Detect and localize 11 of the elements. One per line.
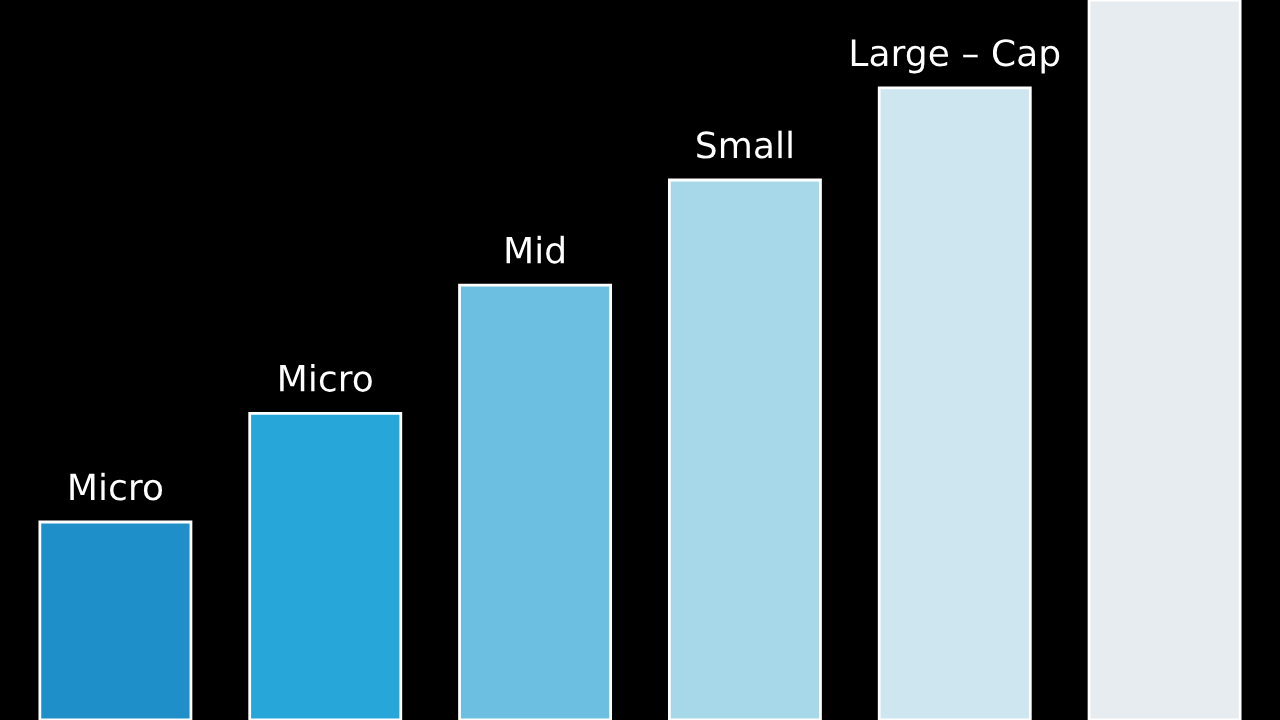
bar	[1087, 0, 1242, 720]
bar	[38, 520, 193, 720]
bar	[877, 86, 1032, 720]
x-tick-label: Mid	[506, 235, 564, 264]
bar	[667, 178, 822, 720]
bar	[458, 283, 613, 720]
x-tick-label: Micro	[70, 472, 163, 501]
x-tick-label: Small	[697, 130, 792, 159]
bar	[248, 411, 403, 720]
x-tick-label: Large – Cap	[851, 39, 1060, 74]
x-tick-label: Micro	[280, 363, 372, 392]
